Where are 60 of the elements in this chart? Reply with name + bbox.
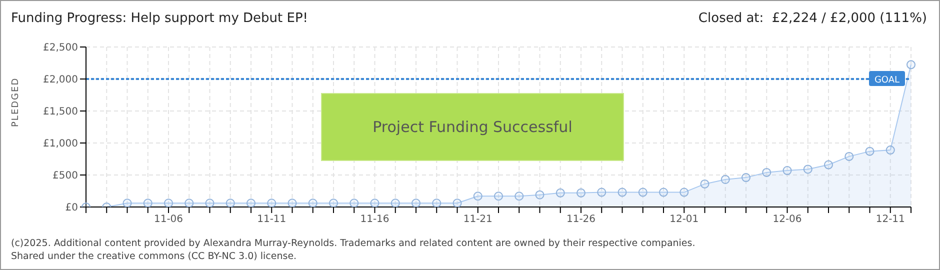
y-tick-label: £1,500: [43, 106, 78, 118]
y-tick-label: £500: [52, 170, 78, 182]
point: [700, 179, 710, 188]
point: [556, 188, 565, 198]
x-tick-label: 11-26: [566, 214, 596, 226]
point: [246, 198, 256, 207]
y-tick-label: £1,000: [43, 138, 78, 150]
point: [535, 190, 544, 200]
x-tick-label: 12-06: [772, 214, 802, 226]
point: [267, 198, 276, 207]
x-tick-label: 11-06: [154, 214, 184, 226]
point: [122, 198, 132, 207]
point: [720, 174, 730, 184]
point: [782, 166, 792, 176]
point: [452, 198, 462, 207]
point: [597, 188, 606, 197]
point: [350, 198, 359, 207]
x-tick-label: 11-21: [463, 214, 492, 226]
y-tick-label: £2,000: [43, 74, 78, 86]
point: [762, 168, 772, 177]
point: [329, 198, 338, 207]
y-tick-label: £2,500: [43, 42, 78, 54]
text: (c)2025. Additional content provided by Alexandra Murray-Reynolds. Trademarks and related content are owned by their respective companies.: [11, 238, 696, 249]
point: [288, 198, 297, 207]
point: [906, 60, 916, 70]
point: [824, 160, 833, 170]
point: [576, 188, 586, 198]
point: [164, 198, 173, 207]
point: [618, 188, 627, 197]
point: [184, 198, 194, 207]
ref-line-label: GOAL: [874, 76, 900, 86]
point: [205, 198, 214, 207]
point: [412, 198, 420, 207]
point: [865, 146, 874, 156]
text: Shared under the creative commons (CC BY-NC 3.0) license.: [11, 251, 297, 262]
y-axis-title: PLEDGED: [11, 77, 22, 127]
x-tick-label: 11-16: [360, 214, 390, 226]
point: [844, 152, 854, 161]
point: [886, 146, 895, 155]
point: [390, 198, 400, 207]
point: [143, 198, 152, 207]
point: [514, 192, 524, 201]
point: [308, 198, 318, 207]
point: [638, 188, 648, 197]
point: [659, 188, 668, 197]
chart-title: Funding Progress: Help support my Debut EP!: [11, 11, 308, 26]
x-tick-label: 11-11: [257, 214, 286, 226]
point: [432, 198, 442, 207]
point: [370, 198, 380, 207]
x-tick-label: 12-11: [876, 214, 905, 226]
point: [742, 173, 750, 182]
point: [803, 164, 812, 174]
point: [473, 192, 482, 201]
y-tick-label: £0: [65, 202, 78, 214]
point: [226, 198, 235, 207]
x-tick-label: 12-01: [670, 214, 699, 226]
chart-subtitle: Closed at: £2,224 / £2,000 (111%): [698, 11, 927, 26]
point: [680, 188, 689, 197]
point: [494, 192, 503, 201]
banner-box: Project Funding Successful: [321, 93, 624, 161]
